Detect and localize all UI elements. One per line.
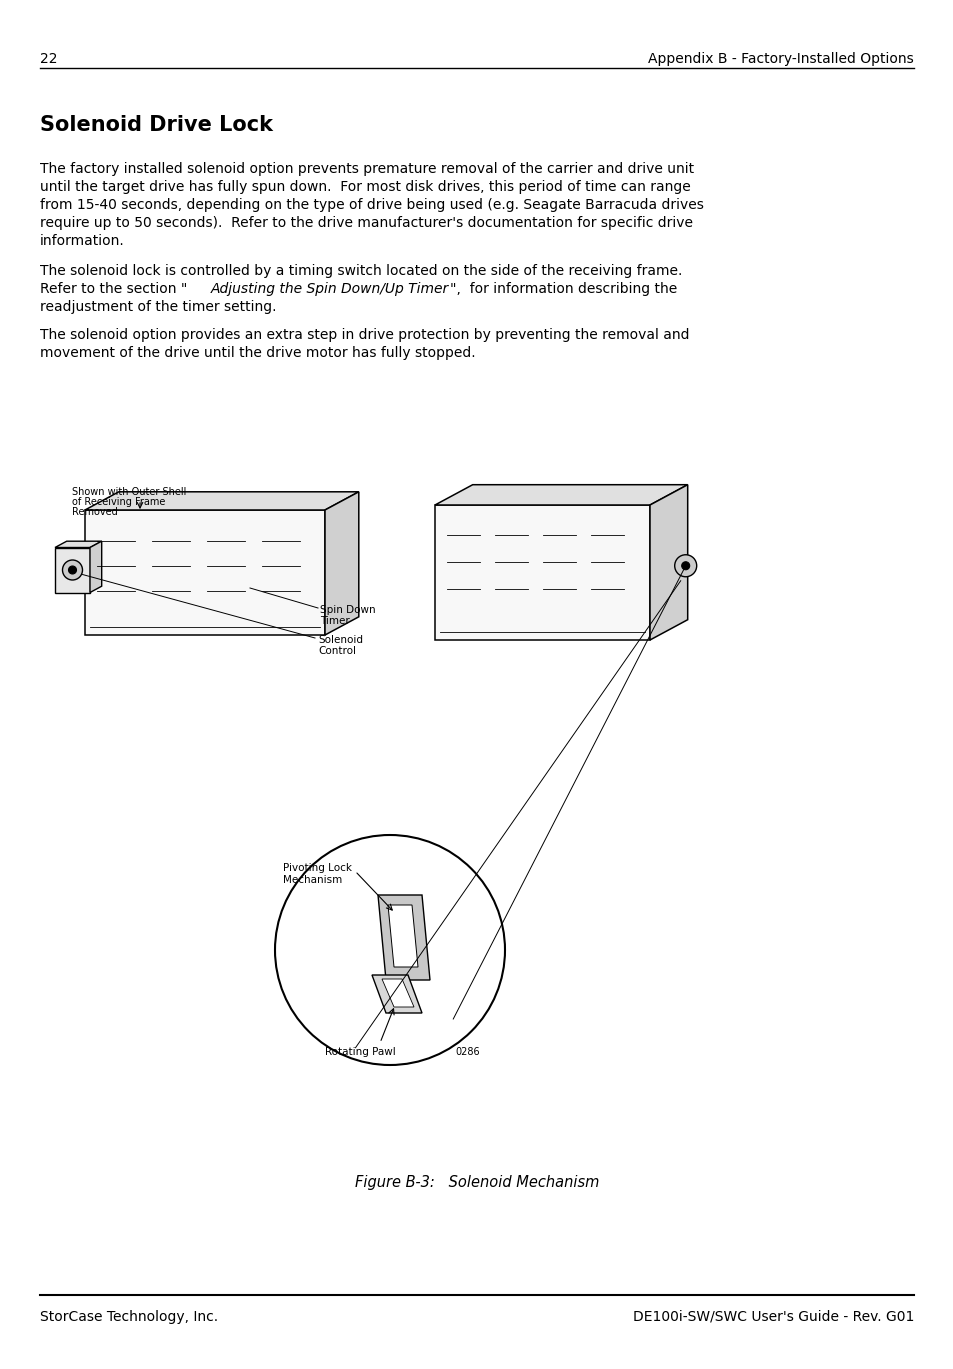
- Text: Spin Down: Spin Down: [319, 605, 375, 615]
- Text: 22: 22: [40, 52, 57, 66]
- Polygon shape: [377, 895, 430, 980]
- Polygon shape: [435, 485, 687, 505]
- Text: movement of the drive until the drive motor has fully stopped.: movement of the drive until the drive mo…: [40, 346, 476, 360]
- Polygon shape: [90, 541, 102, 593]
- Text: Solenoid Drive Lock: Solenoid Drive Lock: [40, 115, 273, 136]
- Polygon shape: [325, 491, 358, 635]
- Polygon shape: [388, 905, 417, 967]
- Text: Pivoting Lock: Pivoting Lock: [283, 862, 352, 873]
- Text: Appendix B - Factory-Installed Options: Appendix B - Factory-Installed Options: [648, 52, 913, 66]
- Text: Shown with Outer Shell: Shown with Outer Shell: [71, 487, 186, 497]
- Circle shape: [69, 565, 76, 574]
- Polygon shape: [435, 505, 649, 639]
- Text: Figure B-3:   Solenoid Mechanism: Figure B-3: Solenoid Mechanism: [355, 1175, 598, 1190]
- Text: Refer to the section ": Refer to the section ": [40, 282, 187, 296]
- Text: StorCase Technology, Inc.: StorCase Technology, Inc.: [40, 1310, 218, 1324]
- Text: information.: information.: [40, 234, 125, 248]
- Text: Removed: Removed: [71, 507, 117, 517]
- Text: from 15-40 seconds, depending on the type of drive being used (e.g. Seagate Barr: from 15-40 seconds, depending on the typ…: [40, 199, 703, 212]
- Polygon shape: [649, 485, 687, 639]
- Text: ",  for information describing the: ", for information describing the: [450, 282, 677, 296]
- Text: of Receiving Frame: of Receiving Frame: [71, 497, 165, 507]
- Text: 0286: 0286: [455, 1047, 479, 1057]
- Text: until the target drive has fully spun down.  For most disk drives, this period o: until the target drive has fully spun do…: [40, 179, 690, 194]
- Circle shape: [274, 835, 504, 1065]
- Text: Adjusting the Spin Down/Up Timer: Adjusting the Spin Down/Up Timer: [211, 282, 449, 296]
- Circle shape: [681, 561, 689, 570]
- Polygon shape: [381, 979, 414, 1008]
- Text: Mechanism: Mechanism: [283, 875, 342, 884]
- Text: Solenoid: Solenoid: [317, 635, 363, 645]
- Text: require up to 50 seconds).  Refer to the drive manufacturer's documentation for : require up to 50 seconds). Refer to the …: [40, 216, 692, 230]
- Polygon shape: [85, 511, 325, 635]
- Text: Timer: Timer: [319, 616, 350, 626]
- Text: Rotating Pawl: Rotating Pawl: [325, 1047, 395, 1057]
- Text: DE100i-SW/SWC User's Guide - Rev. G01: DE100i-SW/SWC User's Guide - Rev. G01: [632, 1310, 913, 1324]
- Circle shape: [63, 560, 82, 580]
- Text: The factory installed solenoid option prevents premature removal of the carrier : The factory installed solenoid option pr…: [40, 162, 694, 177]
- Circle shape: [674, 554, 696, 576]
- Polygon shape: [85, 491, 358, 511]
- Text: The solenoid option provides an extra step in drive protection by preventing the: The solenoid option provides an extra st…: [40, 329, 689, 342]
- Text: readjustment of the timer setting.: readjustment of the timer setting.: [40, 300, 276, 314]
- Polygon shape: [55, 541, 102, 548]
- Text: Control: Control: [317, 646, 355, 656]
- Polygon shape: [372, 975, 421, 1013]
- Polygon shape: [55, 548, 90, 593]
- Text: The solenoid lock is controlled by a timing switch located on the side of the re: The solenoid lock is controlled by a tim…: [40, 264, 681, 278]
